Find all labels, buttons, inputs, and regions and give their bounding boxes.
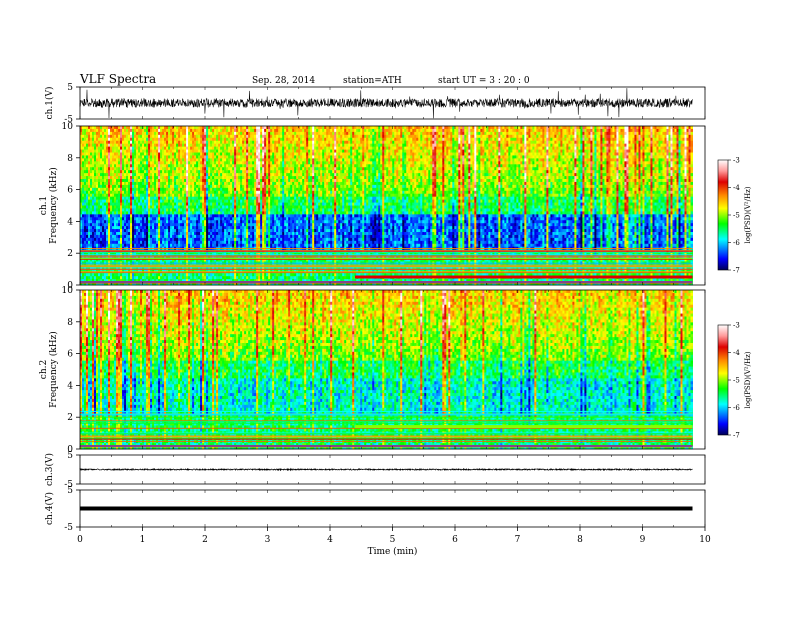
figure-canvas: VLF Spectra Sep. 28, 2014 station=ATH st… <box>0 0 792 612</box>
header-start-time: start UT = 3 : 20 : 0 <box>438 76 530 86</box>
ch1-waveform-ylabel: ch.1(V) <box>44 87 55 120</box>
header-date: Sep. 28, 2014 <box>252 76 315 86</box>
header-station: station=ATH <box>343 76 402 86</box>
figure-title: VLF Spectra <box>79 72 156 86</box>
vlf-spectra-figure: VLF Spectra Sep. 28, 2014 station=ATH st… <box>0 0 792 612</box>
ch1-waveform-trace <box>80 88 693 118</box>
ch1-waveform-tick-label: 5 <box>67 83 73 93</box>
ch1-spectrogram-image <box>80 126 693 286</box>
